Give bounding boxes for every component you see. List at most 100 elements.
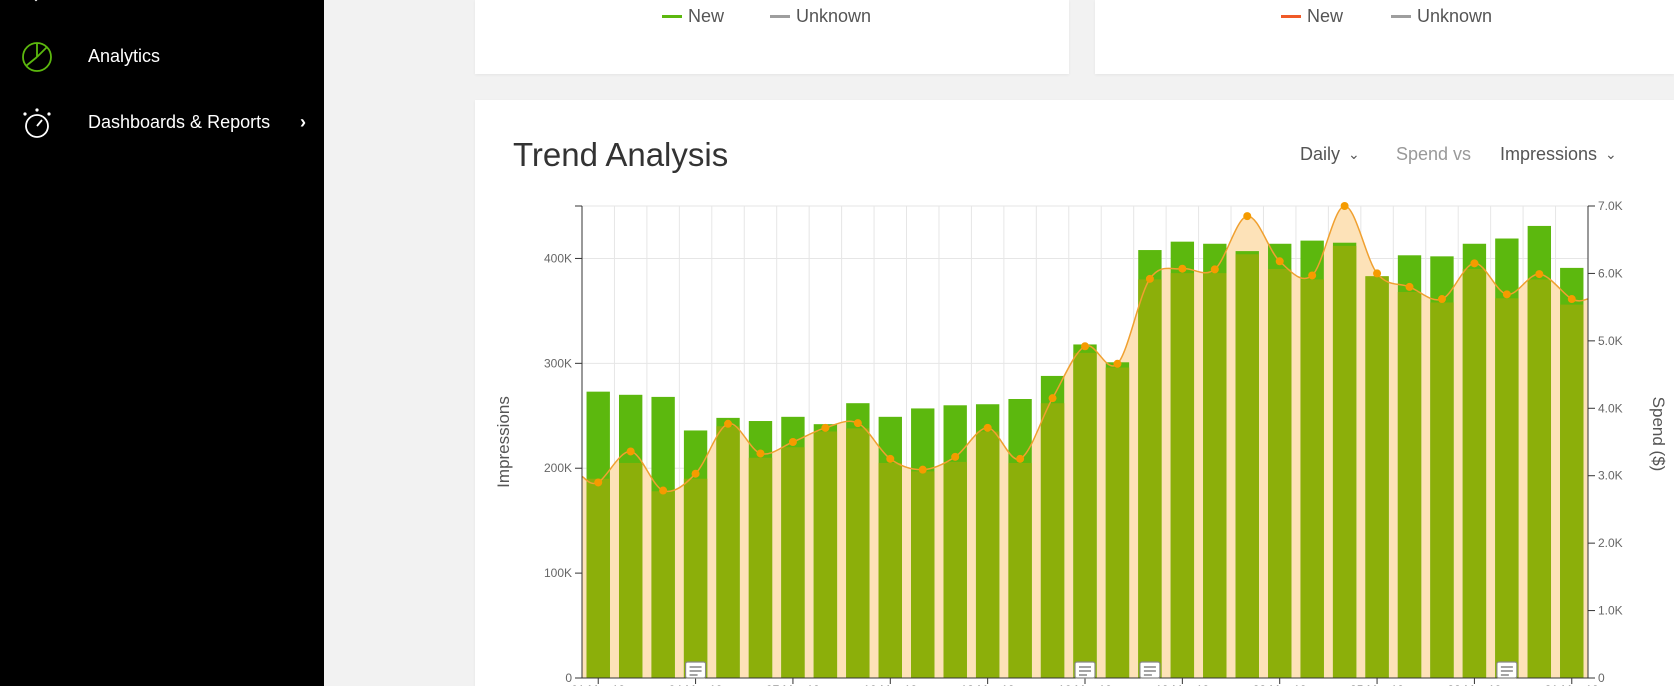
bar-unknown [911, 471, 935, 678]
bar-unknown [748, 457, 773, 678]
chevron-down-icon: ⌄ [1348, 146, 1360, 162]
annotation-note-box [1074, 661, 1096, 679]
top-right-chart-card: New Unknown [1095, 0, 1674, 74]
legend-swatch-new [1281, 15, 1301, 18]
bar-unknown [1203, 273, 1227, 678]
annotation-note-icon[interactable] [1074, 661, 1096, 679]
spend-point [1048, 394, 1057, 403]
sidebar-item-dashboards-reports[interactable]: Dashboards & Reports › [0, 100, 324, 144]
bar-unknown [813, 431, 838, 678]
sidebar-item-analytics[interactable]: Analytics [0, 34, 324, 78]
legend-label: New [688, 6, 725, 26]
spend-point [918, 465, 927, 474]
bar-unknown [683, 478, 708, 678]
legend-swatch-unknown [770, 15, 790, 18]
annotation-note-icon[interactable] [1139, 661, 1161, 679]
trend-analysis-card: Trend Analysis Daily ⌄ Spend vs Impressi… [475, 100, 1674, 698]
bar-unknown [1073, 352, 1097, 678]
annotation-note-icon[interactable] [684, 661, 707, 679]
legend-item-new[interactable]: New [662, 6, 724, 27]
spend-point [853, 419, 862, 428]
bar-unknown [1170, 273, 1195, 678]
legend-item-unknown[interactable]: Unknown [1391, 6, 1492, 27]
campaigns-icon [34, 0, 38, 2]
spend-point [1502, 290, 1511, 299]
spend-point [594, 478, 603, 487]
stopwatch-icon [23, 108, 51, 138]
y-tick-label-left: 200K [544, 461, 572, 475]
bar-unknown [943, 461, 967, 678]
legend-item-new[interactable]: New [1281, 6, 1343, 27]
spend-point [1081, 342, 1089, 351]
y-tick-label-left: 400K [544, 251, 572, 265]
spend-point [1113, 359, 1122, 368]
y-tick-label-right: 5.0K [1598, 334, 1623, 348]
analytics-pie-icon [22, 42, 52, 72]
y-tick-label-right: 1.0K [1598, 604, 1623, 618]
spend-point [1405, 282, 1414, 291]
y-tick-label-left: 300K [544, 356, 572, 370]
bar-unknown [1268, 268, 1292, 678]
spend-point [1145, 274, 1154, 283]
sidebar: Analytics Dashboards & Reports › [0, 0, 324, 686]
bar-unknown [1300, 279, 1324, 678]
bar-unknown [1462, 268, 1487, 678]
bar-unknown [1138, 279, 1162, 678]
y-tick-label-right: 6.0K [1598, 266, 1623, 280]
legend-label: Unknown [1417, 6, 1493, 26]
spend-point [626, 447, 635, 456]
bar-unknown [878, 462, 902, 678]
sidebar-item-label: Dashboards & Reports [88, 111, 271, 132]
spend-point [659, 486, 668, 495]
chevron-right-icon: › [300, 111, 306, 132]
annotation-note-icon[interactable] [1496, 661, 1518, 679]
bar-unknown [1105, 367, 1130, 678]
metric-value: Impressions [1500, 144, 1598, 164]
bar-unknown [586, 478, 610, 678]
y-tick-label-right: 2.0K [1598, 536, 1623, 550]
y-tick-label-right: 7.0K [1598, 199, 1623, 213]
y-tick-label-right: 0 [1598, 671, 1605, 685]
spend-point [1210, 265, 1219, 274]
bottom-strip [0, 686, 1674, 698]
y-tick-label-left: 0 [565, 671, 572, 685]
spend-point [1275, 257, 1284, 266]
y-axis-title-left: Impressions [494, 396, 513, 488]
metric-dropdown[interactable]: Impressions ⌄ [1500, 144, 1617, 165]
bar-unknown [1527, 279, 1552, 678]
legend-item-unknown[interactable]: Unknown [770, 6, 871, 27]
spend-point [1437, 295, 1446, 304]
legend-swatch-new [662, 15, 682, 18]
spend-point [821, 423, 830, 432]
trend-chart: 0 100K 200K 300K 400K 0 1.0K 2.0K 3.0K 4.0K 5.0K 6.… [494, 199, 1668, 697]
sidebar-item-label: Analytics [88, 45, 161, 66]
spend-point [1470, 259, 1479, 268]
annotation-note-box [1139, 661, 1161, 679]
spend-point [1308, 271, 1317, 280]
spend-point [1178, 264, 1187, 273]
spend-point [951, 452, 960, 461]
spend-point [691, 469, 700, 478]
spend-point [756, 449, 765, 458]
bar-unknown [1040, 403, 1065, 678]
spend-point [983, 423, 992, 432]
bar-unknown [1495, 298, 1519, 678]
bar-unknown [651, 491, 675, 678]
spend-line [581, 205, 1589, 493]
legend-swatch-unknown [1391, 15, 1411, 18]
bar-unknown [1235, 254, 1259, 678]
annotation-note-box [684, 661, 707, 679]
y-tick-label-left: 100K [544, 566, 572, 580]
spend-point [1567, 295, 1576, 304]
interval-value: Daily [1300, 144, 1341, 164]
legend-label: Unknown [796, 6, 872, 26]
spend-point [788, 438, 797, 446]
spend-point [1373, 269, 1382, 278]
bar-unknown [781, 447, 805, 678]
spend-point [1016, 454, 1025, 463]
bar-unknown [846, 428, 870, 678]
y-tick-label-right: 4.0K [1598, 401, 1623, 415]
annotation-note-box [1496, 661, 1518, 679]
interval-dropdown[interactable]: Daily ⌄ [1300, 144, 1360, 165]
spend-point [1535, 270, 1544, 279]
